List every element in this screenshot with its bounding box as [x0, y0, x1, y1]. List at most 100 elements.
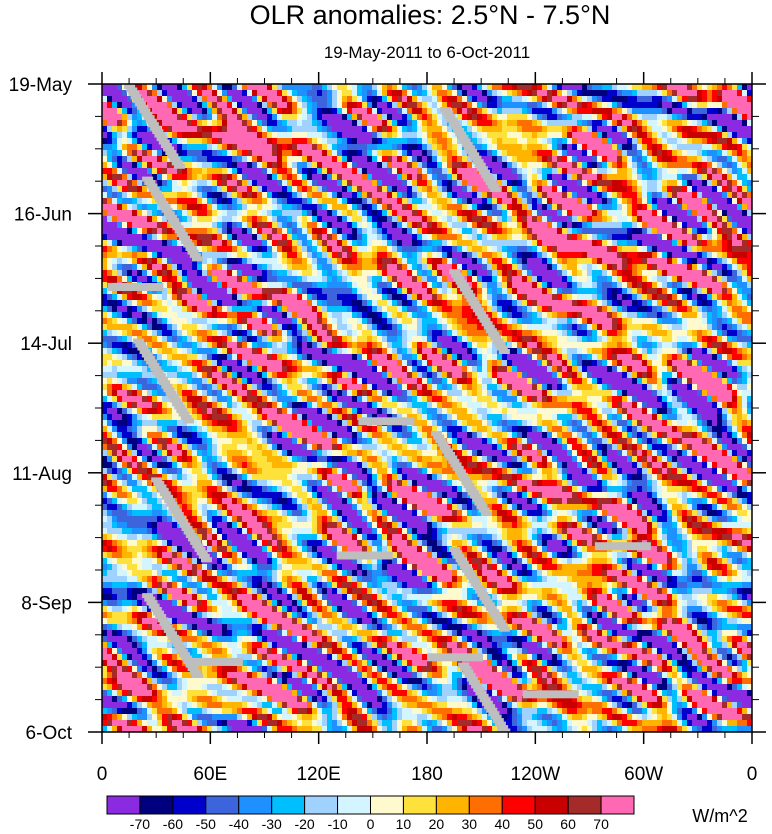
field-cell	[212, 258, 218, 265]
field-cell	[207, 102, 213, 109]
field-cell	[347, 234, 353, 241]
field-cell	[547, 144, 553, 151]
field-cell	[472, 270, 478, 277]
field-cell	[127, 240, 133, 247]
field-cell	[467, 132, 473, 139]
field-cell	[247, 90, 253, 97]
field-cell	[232, 126, 238, 133]
field-cell	[592, 294, 598, 301]
field-cell	[502, 120, 508, 127]
field-cell	[217, 312, 223, 319]
field-cell	[267, 144, 273, 151]
field-cell	[242, 150, 248, 157]
field-cell	[572, 300, 578, 307]
field-cell	[357, 168, 363, 175]
field-cell	[162, 240, 168, 247]
field-cell	[672, 150, 678, 157]
field-cell	[512, 300, 518, 307]
field-cell	[442, 228, 448, 235]
field-cell	[187, 306, 193, 313]
field-cell	[277, 216, 283, 223]
field-cell	[477, 252, 483, 259]
field-cell	[687, 306, 693, 313]
field-cell	[652, 210, 658, 217]
field-cell	[687, 114, 693, 121]
field-cell	[617, 264, 623, 271]
field-cell	[532, 306, 538, 313]
field-cell	[407, 270, 413, 277]
field-cell	[702, 144, 708, 151]
field-cell	[257, 114, 263, 121]
field-cell	[567, 156, 573, 163]
field-cell	[662, 270, 668, 277]
field-cell	[167, 126, 173, 133]
field-cell	[422, 264, 428, 271]
field-cell	[272, 114, 278, 121]
field-cell	[547, 138, 553, 145]
field-cell	[702, 306, 708, 313]
field-cell	[562, 216, 568, 223]
field-cell	[687, 264, 693, 271]
field-cell	[532, 234, 538, 241]
field-cell	[217, 264, 223, 271]
field-cell	[267, 210, 273, 217]
field-cell	[272, 162, 278, 169]
field-cell	[737, 300, 743, 307]
field-cell	[327, 162, 333, 169]
field-cell	[707, 108, 713, 115]
field-cell	[197, 276, 203, 283]
field-cell	[732, 258, 738, 265]
field-cell	[542, 288, 548, 295]
field-cell	[347, 96, 353, 103]
field-cell	[627, 90, 633, 97]
field-cell	[247, 138, 253, 145]
field-cell	[297, 294, 303, 301]
field-cell	[477, 234, 483, 241]
field-cell	[472, 120, 478, 127]
field-cell	[407, 120, 413, 127]
field-cell	[267, 174, 273, 181]
field-cell	[217, 270, 223, 277]
field-cell	[557, 288, 563, 295]
field-cell	[512, 162, 518, 169]
field-cell	[577, 252, 583, 259]
field-cell	[652, 102, 658, 109]
field-cell	[507, 210, 513, 217]
field-cell	[577, 126, 583, 133]
field-cell	[732, 204, 738, 211]
field-cell	[407, 108, 413, 115]
field-cell	[392, 156, 398, 163]
field-cell	[497, 198, 503, 205]
field-cell	[307, 84, 313, 91]
field-cell	[257, 228, 263, 235]
field-cell	[197, 198, 203, 205]
field-cell	[422, 174, 428, 181]
field-cell	[317, 294, 323, 301]
field-cell	[357, 186, 363, 193]
field-cell	[582, 180, 588, 187]
field-cell	[342, 108, 348, 115]
field-cell	[402, 222, 408, 229]
field-cell	[112, 186, 118, 193]
field-cell	[337, 210, 343, 217]
field-cell	[617, 258, 623, 265]
field-cell	[727, 252, 733, 259]
field-cell	[102, 240, 108, 247]
field-cell	[512, 114, 518, 121]
field-cell	[292, 126, 298, 133]
field-cell	[637, 216, 643, 223]
field-cell	[732, 222, 738, 229]
field-cell	[372, 264, 378, 271]
field-cell	[607, 174, 613, 181]
field-cell	[702, 210, 708, 217]
field-cell	[352, 240, 358, 247]
field-cell	[467, 234, 473, 241]
field-cell	[237, 234, 243, 241]
field-cell	[582, 204, 588, 211]
field-cell	[367, 240, 373, 247]
field-cell	[392, 102, 398, 109]
field-cell	[202, 288, 208, 295]
field-cell	[462, 306, 468, 313]
field-cell	[372, 126, 378, 133]
field-cell	[477, 96, 483, 103]
